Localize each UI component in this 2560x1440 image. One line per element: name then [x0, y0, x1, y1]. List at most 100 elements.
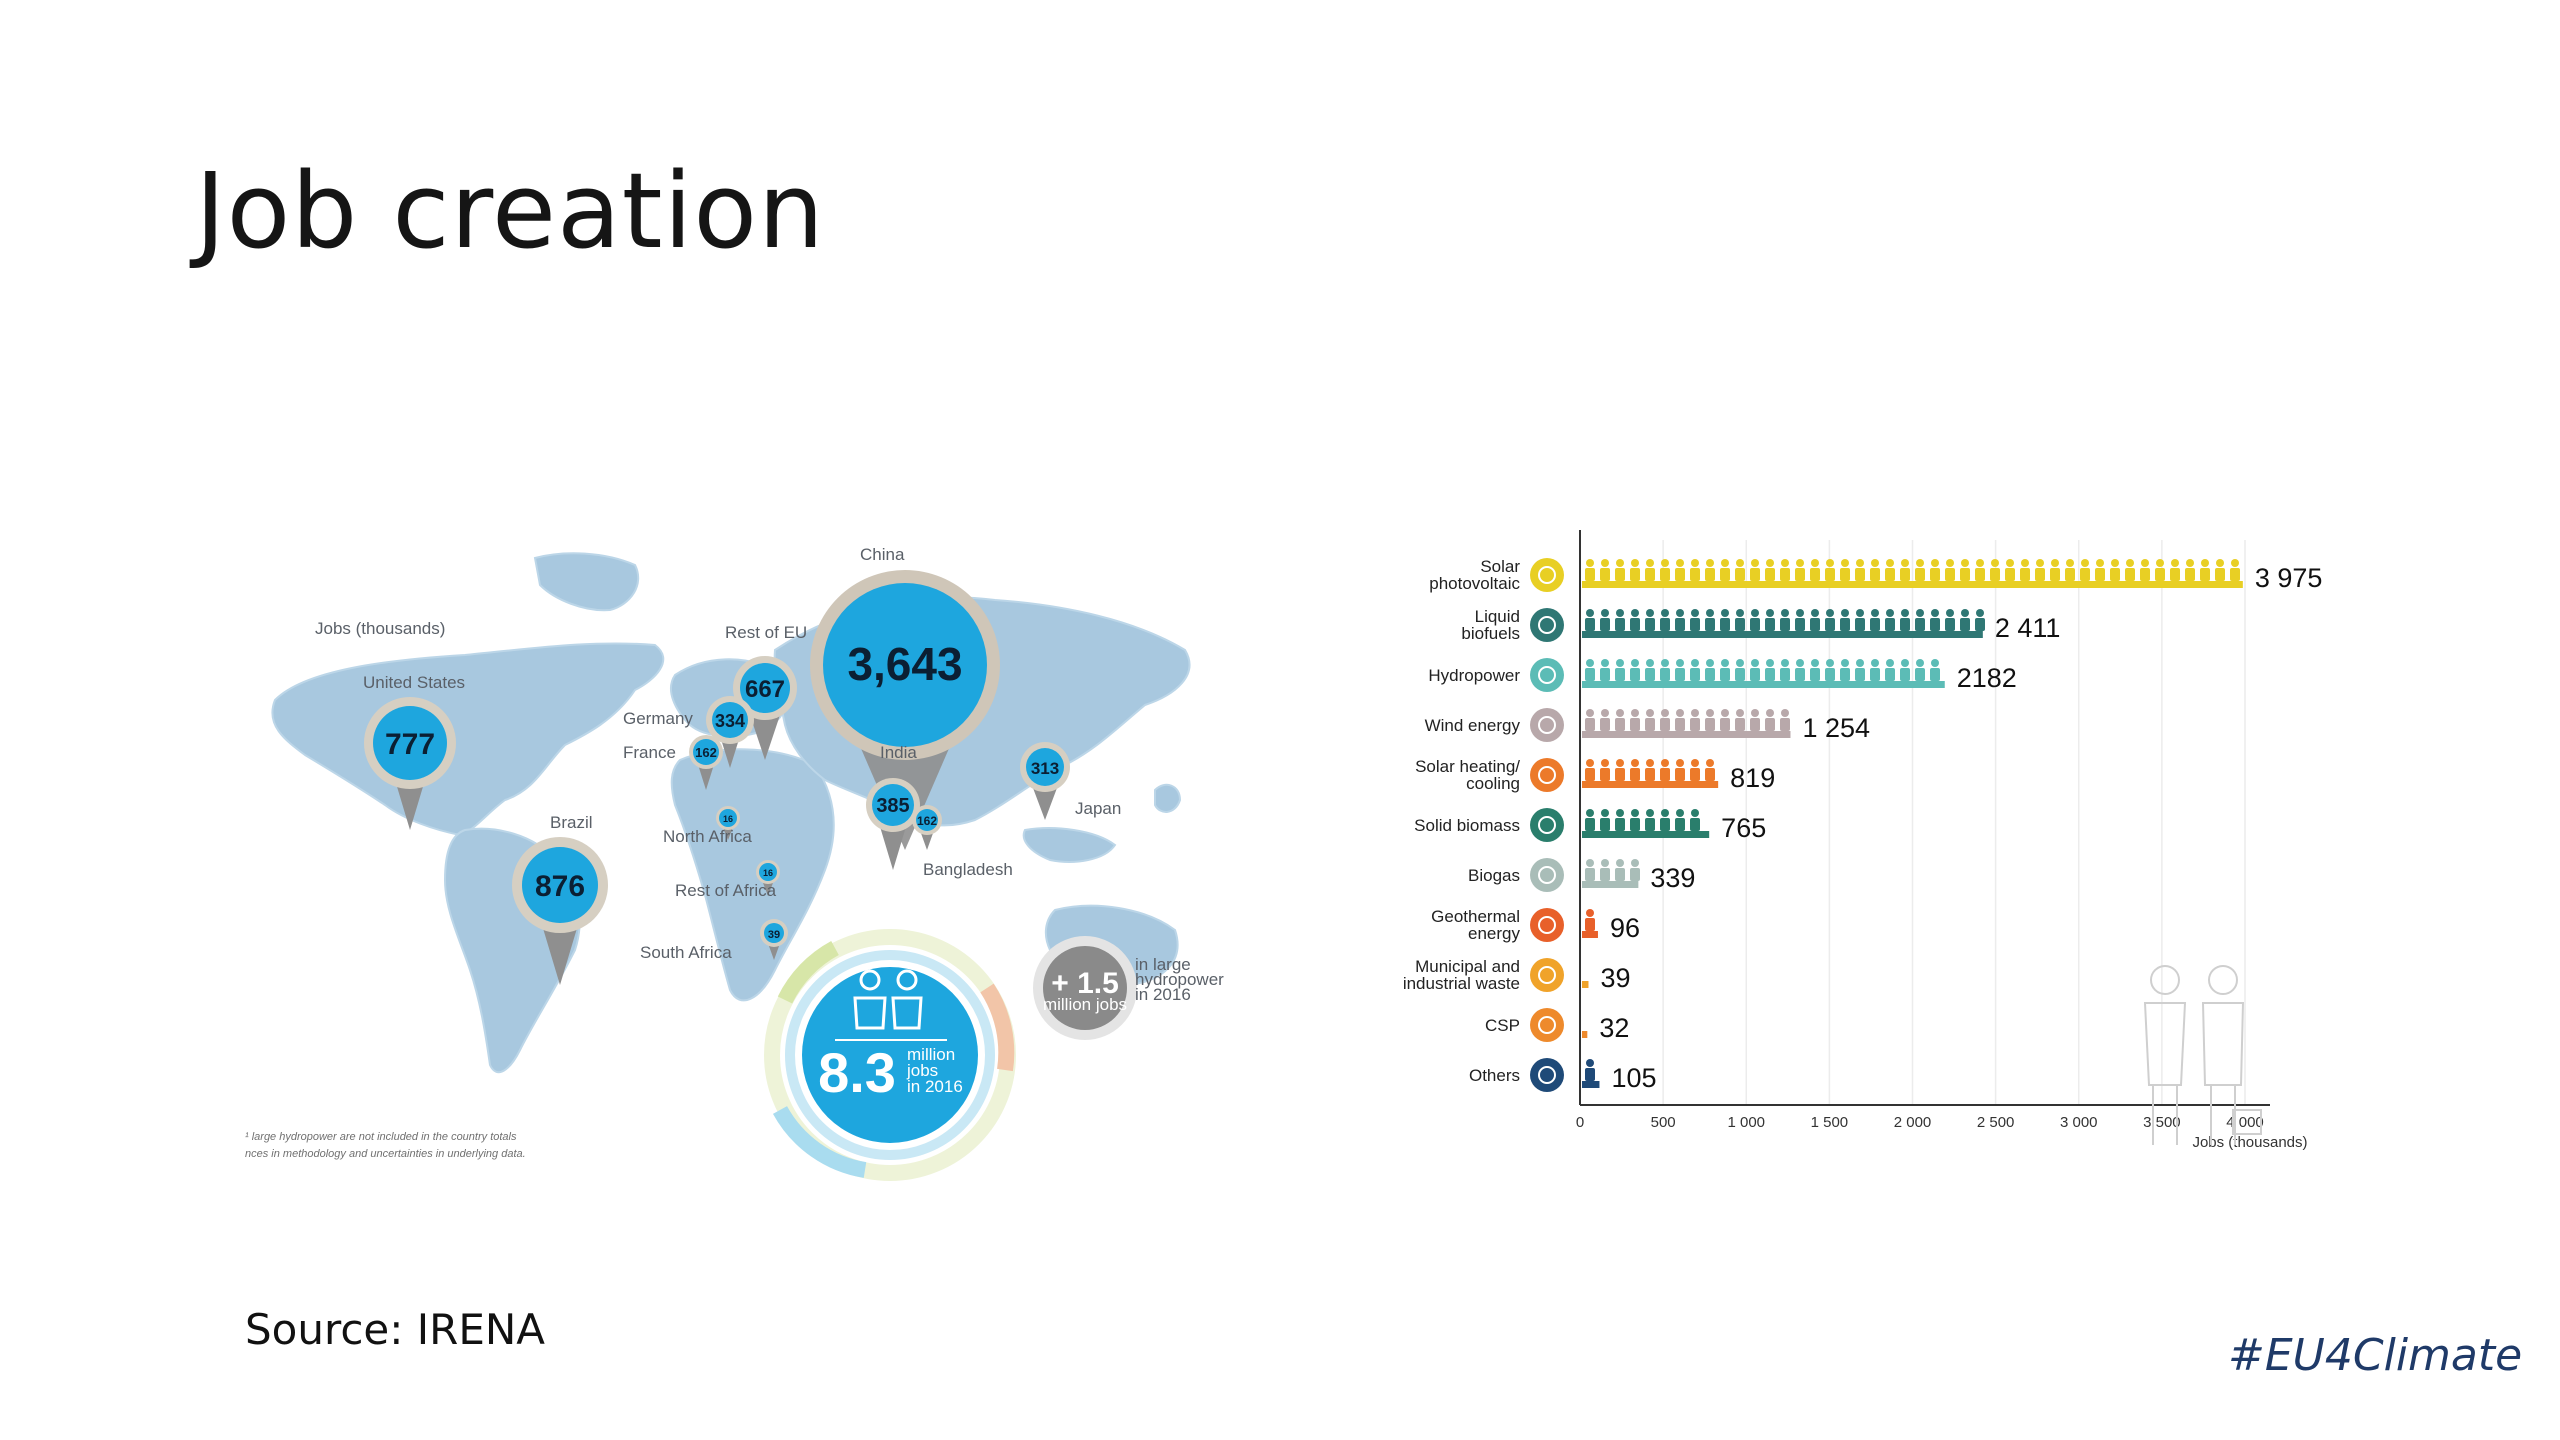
- value-label: 96: [1610, 913, 1640, 943]
- total-jobs-word: jobs: [906, 1061, 938, 1080]
- pin-label-bangladesh: Bangladesh: [923, 860, 1013, 879]
- map-pin-india: 385 India: [866, 743, 920, 870]
- people-figures: [1585, 909, 1595, 931]
- people-figures: [1585, 709, 1790, 731]
- people-figures: [1585, 809, 1700, 831]
- category-label: Municipal and industrial waste: [1403, 957, 1520, 993]
- bar: [1582, 731, 1791, 738]
- map-footnote-2: nces in methodology and uncertainties in…: [245, 1148, 526, 1160]
- map-pin-japan: 313 Japan: [1020, 742, 1121, 820]
- pin-label-north-africa: North Africa: [663, 827, 752, 846]
- hydropower-extra-badge: + 1.5 million jobs in large hydropower i…: [1033, 936, 1224, 1040]
- bar: [1582, 981, 1589, 988]
- leaf-icon: [1530, 608, 1564, 642]
- map-legend: Jobs (thousands): [315, 619, 445, 638]
- total-jobs-year: in 2016: [907, 1077, 963, 1096]
- chart-x-axis: 0 500 1 000 1 500 2 000 2 500 3 000 3 500 4 000 J…: [1576, 530, 2308, 1151]
- others-arrows-icon: [1530, 1058, 1564, 1092]
- map-pin-bangladesh: 162 Bangladesh: [912, 805, 1013, 879]
- x-tick-label: 2 500: [1977, 1114, 2015, 1131]
- bar: [1582, 831, 1710, 838]
- total-jobs-badge: 8.3 million jobs in 2016: [802, 967, 978, 1143]
- map-pin-rest-of-eu: 667 Rest of EU: [725, 623, 807, 760]
- value-label: 3 975: [2255, 563, 2323, 593]
- pin-label-rest-of-africa: Rest of Africa: [675, 881, 777, 900]
- x-tick-label: 4 000: [2226, 1114, 2264, 1131]
- category-label: Wind energy: [1425, 716, 1521, 735]
- pin-label-china: China: [860, 545, 905, 564]
- map-pin-france: 162 France: [623, 735, 723, 790]
- people-figures: [1585, 1059, 1595, 1081]
- pin-label-japan: Japan: [1075, 799, 1121, 818]
- bar: [1582, 781, 1719, 788]
- value-label: 339: [1650, 863, 1695, 893]
- campaign-hashtag: #EU4Climate: [2228, 1330, 2523, 1381]
- category-label: Liquid biofuels: [1461, 607, 1520, 643]
- pin-value-japan: 313: [1031, 759, 1059, 778]
- x-tick-label: 1 500: [1811, 1114, 1849, 1131]
- pin-value-rest-of-africa: 16: [763, 868, 773, 878]
- value-label: 765: [1721, 813, 1766, 843]
- value-label: 2 411: [1995, 613, 2061, 643]
- sun-icon: [1530, 558, 1564, 592]
- bar-row: Biogas 339: [1468, 858, 1695, 893]
- total-jobs-unit: million: [907, 1045, 955, 1064]
- waste-bin-icon: [1530, 958, 1564, 992]
- hydropower-note-line3: in 2016: [1135, 985, 1191, 1004]
- workers-icon: [853, 969, 923, 1030]
- x-tick-label: 3 000: [2060, 1114, 2098, 1131]
- x-tick-label: 500: [1651, 1114, 1676, 1131]
- hydropower-extra-sub: million jobs: [1043, 995, 1127, 1014]
- people-figures: [1585, 759, 1715, 781]
- hydropower-note-line2: hydropower: [1135, 970, 1224, 989]
- map-pin-north-africa: 16 North Africa: [663, 806, 752, 846]
- category-label: Solar photovoltaic: [1429, 557, 1520, 593]
- bar: [1582, 581, 2243, 588]
- biomass-leaf-icon: [1530, 808, 1564, 842]
- category-label: Solar heating/cooling: [1415, 757, 1520, 793]
- bar: [1582, 631, 1983, 638]
- bar-row: Solar photovoltaic 3 975: [1429, 557, 2322, 593]
- value-label: 819: [1730, 763, 1775, 793]
- pin-label-us: United States: [363, 673, 465, 692]
- pin-label-brazil: Brazil: [550, 813, 593, 832]
- category-label: Hydropower: [1428, 666, 1520, 685]
- value-label: 1 254: [1802, 713, 1870, 743]
- world-jobs-map: Jobs (thousands) ¹ large hydropower are …: [245, 545, 1224, 1181]
- map-pin-china: 3,643 China: [810, 545, 1000, 850]
- people-figures: [1585, 859, 1640, 881]
- pin-value-north-africa: 16: [723, 814, 733, 824]
- x-tick-label: 3 500: [2143, 1114, 2181, 1131]
- map-pin-brazil: 876 Brazil: [512, 813, 608, 985]
- bar: [1582, 1081, 1600, 1088]
- pin-value-india: 385: [876, 795, 909, 817]
- x-axis-label: Jobs (thousands): [2192, 1134, 2307, 1151]
- bar-row: Solar heating/cooling 819: [1415, 757, 1775, 793]
- bar-row: Liquid biofuels 2 411: [1461, 607, 2060, 643]
- slide-title: Job creation: [195, 150, 825, 272]
- map-pin-south-africa: 39 South Africa: [640, 919, 788, 962]
- map-pin-germany: 334 Germany: [623, 696, 754, 768]
- pin-value-south-africa: 39: [768, 929, 780, 941]
- pin-label-rest-of-eu: Rest of EU: [725, 623, 807, 642]
- biogas-drop-icon: [1530, 858, 1564, 892]
- bar-row: Geothermal energy 96: [1431, 907, 1640, 943]
- csp-sun-icon: [1530, 1008, 1564, 1042]
- map-footnote-1: ¹ large hydropower are not included in t…: [245, 1131, 517, 1143]
- x-tick-label: 0: [1576, 1114, 1584, 1131]
- source-citation: Source: IRENA: [245, 1305, 546, 1354]
- value-label: 32: [1599, 1013, 1629, 1043]
- value-label: 39: [1600, 963, 1630, 993]
- chart-rows: Solar photovoltaic 3 975 Liquid biofuels 2 41…: [1403, 557, 2323, 1093]
- worker-illustration: [2143, 965, 2262, 1145]
- total-jobs-value: 8.3: [818, 1041, 896, 1104]
- wind-turbine-icon: [1530, 708, 1564, 742]
- map-pin-united-states: 777 United States: [363, 673, 465, 830]
- pin-value-brazil: 876: [535, 870, 585, 903]
- jobs-by-technology-chart: Solar photovoltaic 3 975 Liquid biofuels 2 41…: [1403, 530, 2323, 1151]
- bar: [1582, 681, 1945, 688]
- bar-row: Municipal and industrial waste 39: [1403, 957, 1631, 993]
- bar-row: Solid biomass 765: [1414, 808, 1766, 843]
- bar-row: Wind energy 1 254: [1425, 708, 1870, 743]
- bar: [1582, 1031, 1588, 1038]
